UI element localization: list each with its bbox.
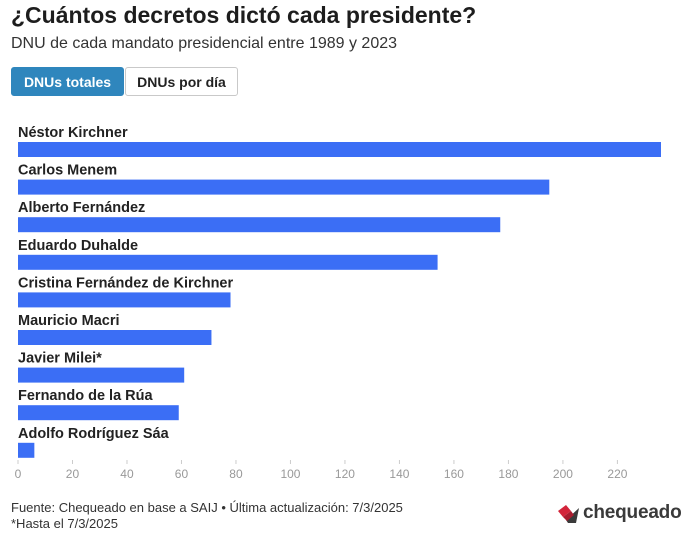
- x-tick-label: 180: [498, 467, 518, 481]
- bar[interactable]: [18, 330, 212, 345]
- x-tick-label: 80: [229, 467, 243, 481]
- chart-title: ¿Cuántos decretos dictó cada presidente?: [11, 2, 477, 28]
- chart-footer: Fuente: Chequeado en base a SAIJ • Últim…: [11, 500, 403, 532]
- x-tick-label: 160: [444, 467, 464, 481]
- x-tick-label: 220: [607, 467, 627, 481]
- footnote-text: *Hasta el 7/3/2025: [11, 516, 118, 531]
- bar-label: Eduardo Duhalde: [18, 238, 138, 254]
- bar[interactable]: [18, 367, 185, 383]
- chart-subtitle: DNU de cada mandato presidencial entre 1…: [11, 35, 398, 52]
- chequeado-logo-icon: [558, 505, 579, 523]
- bar[interactable]: [18, 217, 501, 233]
- x-tick-label: 60: [175, 467, 189, 481]
- bar-label: Mauricio Macri: [18, 313, 120, 329]
- bar-label: Néstor Kirchner: [18, 125, 128, 141]
- x-tick-label: 100: [280, 467, 300, 481]
- tab-dnus-por-dia[interactable]: DNUs por día: [125, 67, 238, 96]
- x-tick-label: 120: [335, 467, 355, 481]
- x-tick-label: 140: [389, 467, 409, 481]
- bar[interactable]: [18, 179, 550, 195]
- x-tick-label: 40: [120, 467, 134, 481]
- x-tick-label: 20: [66, 467, 80, 481]
- bar-label: Fernando de la Rúa: [18, 388, 153, 404]
- bar[interactable]: [18, 442, 35, 458]
- logo-wordmark: chequeado: [583, 502, 682, 523]
- bar-label: Alberto Fernández: [18, 200, 145, 216]
- bar[interactable]: [18, 254, 438, 270]
- bar[interactable]: [18, 292, 231, 308]
- bar-label: Carlos Menem: [18, 163, 117, 179]
- bar[interactable]: [18, 405, 179, 421]
- tab-dnus-totales[interactable]: DNUs totales: [11, 67, 124, 96]
- chequeado-logo[interactable]: chequeado: [558, 502, 682, 524]
- bar-label: Cristina Fernández de Kirchner: [18, 275, 233, 291]
- bar-label: Javier Milei*: [18, 351, 102, 367]
- tab-bar: DNUs totales DNUs por día: [11, 67, 238, 96]
- bar[interactable]: [18, 142, 661, 157]
- bar-label: Adolfo Rodríguez Sáa: [18, 426, 170, 442]
- x-tick-label: 0: [15, 467, 22, 481]
- source-text: Fuente: Chequeado en base a SAIJ • Últim…: [11, 500, 403, 515]
- x-tick-label: 200: [553, 467, 573, 481]
